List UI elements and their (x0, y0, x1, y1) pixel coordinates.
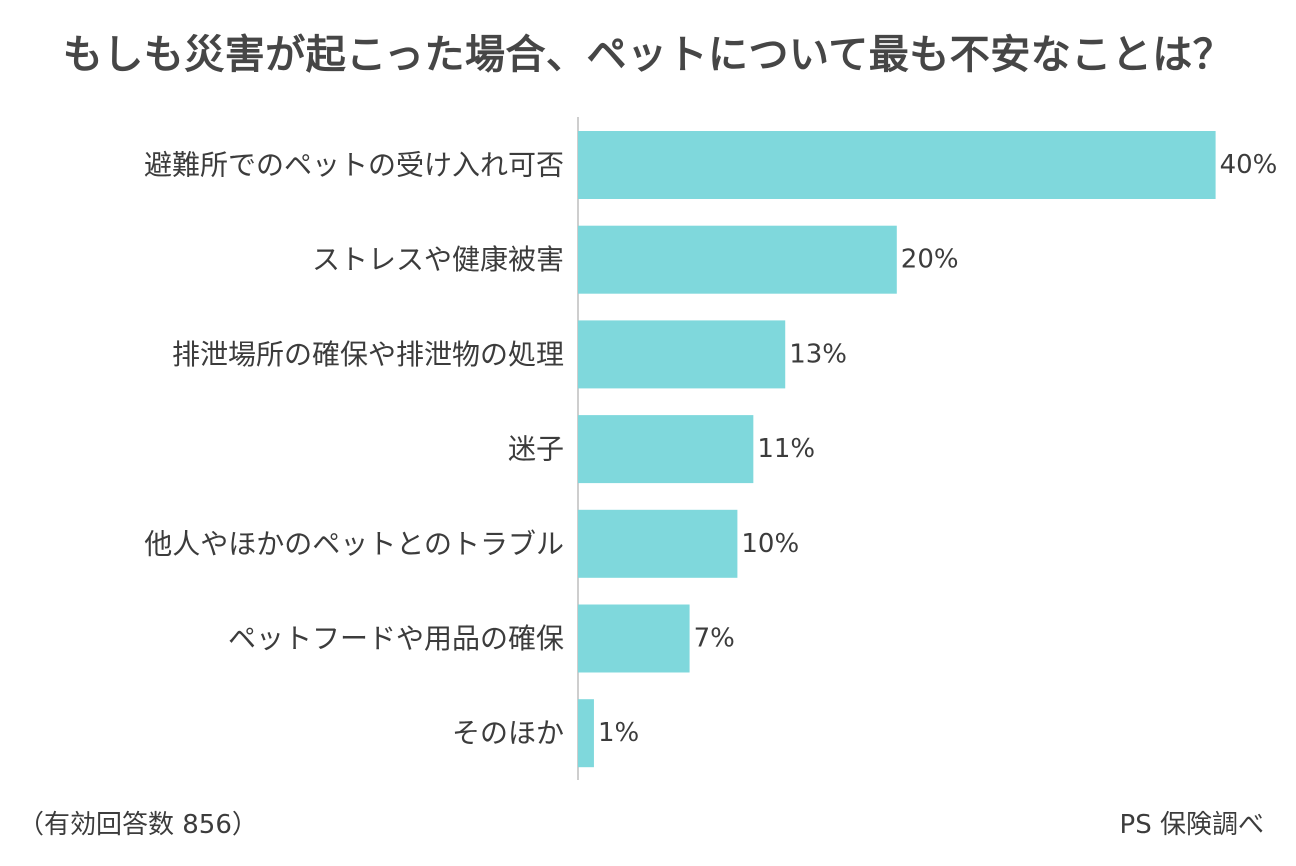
bar (578, 604, 690, 673)
bar (578, 415, 754, 484)
category-label: 排泄場所の確保や排泄物の処理 (172, 338, 564, 371)
category-label: そのほか (452, 717, 564, 750)
category-label: 他人やほかのペットとのトラブル (144, 527, 564, 560)
chart-title: もしも災害が起こった場合、ペットについて最も不安なことは？ (62, 32, 1234, 78)
value-label: 1% (598, 718, 639, 748)
bar (578, 509, 738, 578)
value-label: 10% (741, 529, 799, 559)
bar (578, 699, 594, 768)
category-label: 避難所でのペットの受け入れ可否 (144, 149, 564, 182)
value-label: 40% (1220, 150, 1278, 180)
bar (578, 131, 1216, 199)
bar (578, 320, 786, 389)
category-label: ペットフードや用品の確保 (228, 622, 564, 655)
source-note: PS 保険調べ (1119, 810, 1264, 840)
sample-size-note: （有効回答数 856） (18, 810, 258, 840)
value-label: 11% (757, 434, 815, 464)
value-label: 20% (901, 245, 959, 275)
value-label: 13% (789, 339, 847, 369)
value-label: 7% (694, 624, 735, 654)
category-label: ストレスや健康被害 (312, 243, 564, 276)
bar (578, 225, 897, 294)
category-label: 迷子 (508, 433, 564, 466)
